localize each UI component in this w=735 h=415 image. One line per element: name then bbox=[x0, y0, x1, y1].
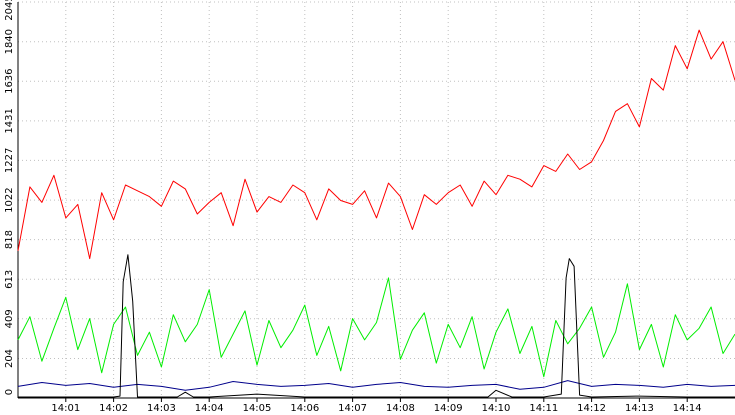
y-tick-label: 1022 bbox=[4, 187, 15, 212]
x-tick-label: 14:07 bbox=[338, 403, 367, 414]
x-tick-label: 14:01 bbox=[51, 403, 80, 414]
y-tick-label: 1431 bbox=[4, 108, 15, 133]
y-tick-label: 2045 bbox=[4, 0, 15, 21]
y-tick-label: 1840 bbox=[4, 29, 15, 54]
x-tick-labels: 14:01 14:02 14:03 14:04 14:05 14:06 14:07 14:08… bbox=[51, 403, 701, 414]
x-tick-label: 14:13 bbox=[625, 403, 654, 414]
axes bbox=[17, 2, 735, 402]
x-tick-label: 14:12 bbox=[577, 403, 606, 414]
y-tick-label: 818 bbox=[4, 230, 15, 249]
x-tick-label: 14:09 bbox=[434, 403, 463, 414]
series-lines bbox=[17, 29, 735, 398]
series-line-1 bbox=[17, 29, 735, 260]
x-tick-label: 14:08 bbox=[386, 403, 415, 414]
series-line-4 bbox=[18, 254, 735, 398]
x-tick-label: 14:02 bbox=[99, 403, 128, 414]
x-tick-label: 14:05 bbox=[243, 403, 272, 414]
y-tick-label: 613 bbox=[4, 270, 15, 289]
x-tick-label: 14:03 bbox=[147, 403, 176, 414]
x-tick-label: 14:14 bbox=[673, 403, 702, 414]
y-tick-labels: 0 204 409 613 818 1022 1227 1431 1636 1840 2045 bbox=[4, 0, 15, 395]
series-line-2 bbox=[17, 277, 735, 378]
y-tick-label: 204 bbox=[4, 349, 15, 368]
y-tick-label: 0 bbox=[4, 389, 15, 395]
y-tick-label: 1227 bbox=[4, 148, 15, 173]
grid-lines bbox=[18, 1, 735, 399]
y-tick-label: 409 bbox=[4, 309, 15, 328]
x-tick-label: 14:11 bbox=[529, 403, 558, 414]
y-tick-label: 1636 bbox=[4, 68, 15, 93]
series-line-3 bbox=[17, 380, 735, 391]
x-tick-label: 14:06 bbox=[290, 403, 319, 414]
x-tick-label: 14:04 bbox=[195, 403, 224, 414]
x-tick-label: 14:10 bbox=[482, 403, 511, 414]
